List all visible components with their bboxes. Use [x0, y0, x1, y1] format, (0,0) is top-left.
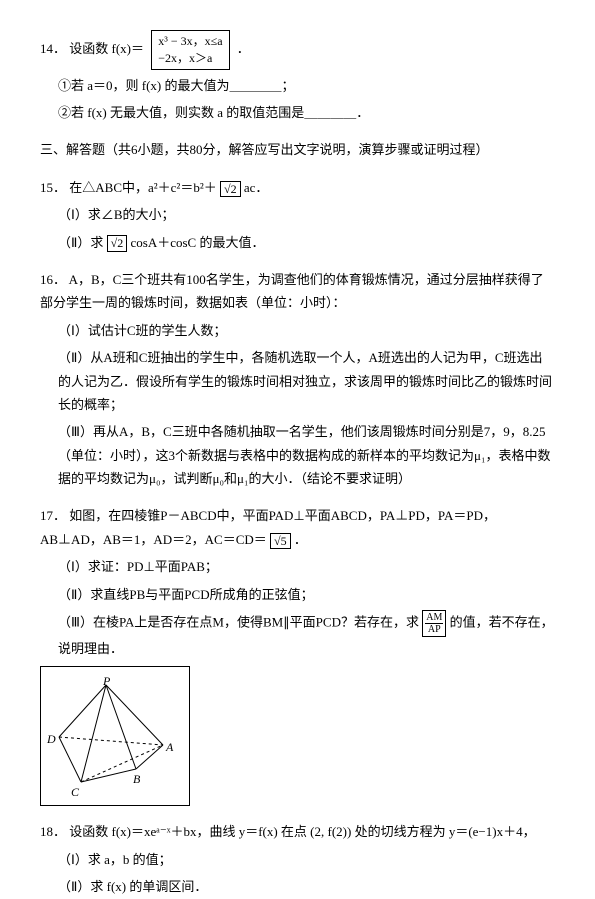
piecewise-bottom: −2x，x＞a: [158, 50, 222, 67]
sub-question-1: （Ⅰ）求证：PD⊥平面PAB；: [40, 555, 555, 578]
problem-14: 14． 设函数 f(x)＝ x³ − 3x，x≤a −2x，x＞a ． ①若 a…: [40, 30, 555, 124]
sub-question-2: （Ⅱ）求 f(x) 的单调区间．: [40, 875, 555, 898]
fraction-am-ap: AM AP: [422, 610, 446, 637]
problem-number: 18．: [40, 824, 66, 839]
sub-question-2: （Ⅱ）从A班和C班抽出的学生中，各随机选取一个人，A班选出的人记为甲，C班选出的…: [40, 346, 555, 416]
problem-16: 16． A，B，C三个班共有100名学生，为调查他们的体育锻炼情况，通过分层抽样…: [40, 268, 555, 491]
section-title: 三、解答题（共6小题，共80分，解答应写出文字说明，演算步骤或证明过程）: [40, 142, 489, 157]
label-p: P: [103, 671, 110, 693]
label-a: A: [166, 737, 173, 759]
problem-text-b: ac．: [244, 180, 269, 195]
problem-number: 16．: [40, 272, 66, 287]
problem-15: 15． 在△ABC中，a²＋c²＝b²＋ √2 ac． （Ⅰ）求∠B的大小； （…: [40, 176, 555, 254]
sub-question-3: （Ⅲ）再从A，B，C三班中各随机抽取一名学生，他们该周锻炼时间分别是7，9，8.…: [40, 420, 555, 490]
problem-text: 设函数 f(x)＝xeᵃ⁻ˣ＋bx，曲线 y＝f(x) 在点 (2, f(2))…: [69, 824, 535, 839]
section-header: 三、解答题（共6小题，共80分，解答应写出文字说明，演算步骤或证明过程）: [40, 138, 555, 161]
sub-question-1: （Ⅰ）求∠B的大小；: [40, 203, 555, 226]
fraction-numerator: AM: [425, 612, 443, 624]
sub2-a: （Ⅱ）求: [58, 235, 103, 250]
problem-number: 14．: [40, 41, 66, 56]
problem-text: A，B，C三个班共有100名学生，为调查他们的体育锻炼情况，通过分层抽样获得了部…: [40, 272, 544, 310]
sqrt-5: √5: [270, 533, 291, 549]
sub-question-2: （Ⅱ）求直线PB与平面PCD所成角的正弦值；: [40, 583, 555, 606]
piecewise-function: x³ − 3x，x≤a −2x，x＞a: [151, 30, 229, 70]
label-b: B: [133, 769, 140, 791]
sqrt-2: √2: [220, 181, 241, 197]
label-c: C: [71, 782, 79, 804]
pyramid-figure: P D A B C: [40, 666, 190, 806]
sub3-a: （Ⅲ）在棱PA上是否存在点M，使得BM∥平面PCD？若存在，求: [58, 615, 419, 630]
label-d: D: [47, 729, 56, 751]
problem-text-a: 如图，在四棱锥P－ABCD中，平面PAD⊥平面ABCD，PA⊥PD，PA＝PD，…: [40, 508, 496, 546]
problem-18: 18． 设函数 f(x)＝xeᵃ⁻ˣ＋bx，曲线 y＝f(x) 在点 (2, f…: [40, 820, 555, 898]
problem-17: 17． 如图，在四棱锥P－ABCD中，平面PAD⊥平面ABCD，PA⊥PD，PA…: [40, 504, 555, 806]
sub2-b: cosA＋cosC 的最大值．: [131, 235, 265, 250]
fraction-denominator: AP: [425, 624, 443, 635]
problem-text: 设函数 f(x)＝: [69, 41, 144, 56]
sub-question-2: （Ⅱ）求 √2 cosA＋cosC 的最大值．: [40, 231, 555, 254]
sub-question-3: （Ⅲ）在棱PA上是否存在点M，使得BM∥平面PCD？若存在，求 AM AP 的值…: [40, 610, 555, 660]
problem-number: 17．: [40, 508, 66, 523]
piecewise-top: x³ − 3x，x≤a: [158, 33, 222, 50]
sub-question-1: （Ⅰ）求 a，b 的值；: [40, 848, 555, 871]
problem-suffix: ．: [237, 41, 250, 56]
sub-question-1: ①若 a＝0，则 f(x) 的最大值为＿＿＿＿；: [40, 74, 555, 97]
sub-question-2: ②若 f(x) 无最大值，则实数 a 的取值范围是＿＿＿＿．: [40, 101, 555, 124]
sub-question-1: （Ⅰ）试估计C班的学生人数；: [40, 319, 555, 342]
problem-number: 15．: [40, 180, 66, 195]
sqrt-2: √2: [107, 235, 128, 251]
problem-text-a: 在△ABC中，a²＋c²＝b²＋: [69, 180, 216, 195]
problem-text-b: ．: [294, 532, 307, 547]
